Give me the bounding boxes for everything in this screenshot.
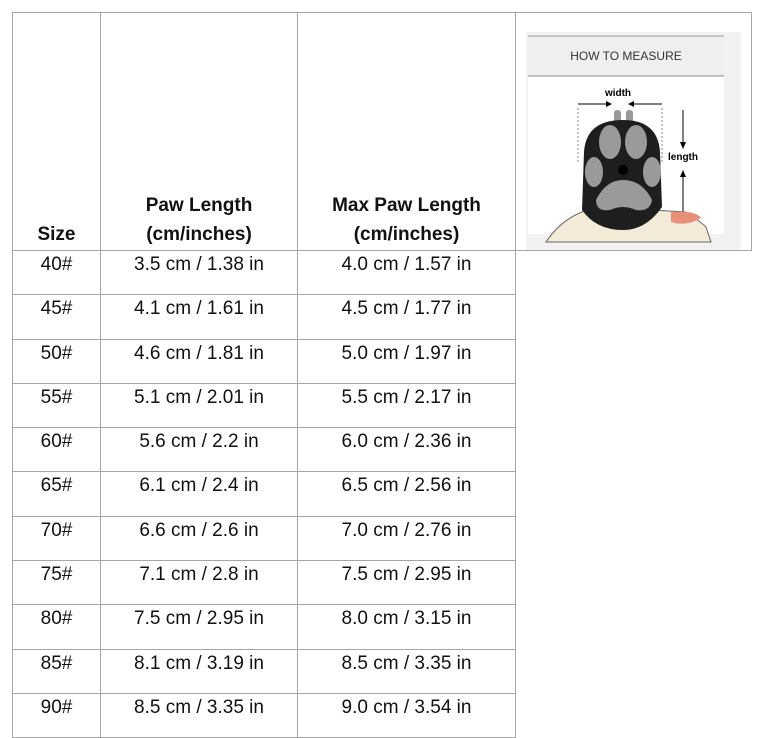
max-paw-length-cell: 6.5 cm / 2.56 in [297, 471, 516, 517]
paw-length-cell: 6.1 cm / 2.4 in [100, 471, 298, 517]
table-row: 90# 8.5 cm / 3.35 in 9.0 cm / 3.54 in [12, 692, 752, 738]
header-row: Size Paw Length (cm/inches) Max Paw Lengt… [12, 12, 752, 251]
paw-length-cell: 8.1 cm / 3.19 in [100, 648, 298, 694]
table-row: 85# 8.1 cm / 3.19 in 8.5 cm / 3.35 in [12, 648, 752, 694]
size-cell: 50# [12, 338, 101, 384]
table-row: 55# 5.1 cm / 2.01 in 5.5 cm / 2.17 in [12, 382, 752, 429]
table-row: 65# 6.1 cm / 2.4 in 6.5 cm / 2.56 in [12, 471, 752, 517]
max-paw-length-cell: 4.5 cm / 1.77 in [297, 294, 516, 340]
length-label: length [668, 152, 698, 163]
table-row: 75# 7.1 cm / 2.8 in 7.5 cm / 2.95 in [12, 560, 752, 606]
paw-length-cell: 8.5 cm / 3.35 in [100, 692, 298, 738]
size-cell: 65# [12, 471, 101, 517]
max-paw-length-cell: 5.5 cm / 2.17 in [297, 382, 516, 429]
header-paw-length: Paw Length (cm/inches) [100, 12, 298, 251]
table-row: 70# 6.6 cm / 2.6 in 7.0 cm / 2.76 in [12, 515, 752, 562]
table-row: 60# 5.6 cm / 2.2 in 6.0 cm / 2.36 in [12, 427, 752, 473]
header-size: Size [12, 12, 101, 251]
header-line: Max Paw Length [332, 195, 481, 216]
size-cell: 55# [12, 382, 101, 429]
max-paw-length-cell: 5.0 cm / 1.97 in [297, 338, 516, 384]
header-max-paw-length: Max Paw Length (cm/inches) [297, 12, 516, 251]
measure-title: HOW TO MEASURE [570, 49, 682, 63]
size-cell: 75# [12, 560, 101, 606]
how-to-measure-image: HOW TO MEASURE width length [526, 32, 741, 250]
size-cell: 70# [12, 515, 101, 562]
paw-measure-icon: HOW TO MEASURE width length [528, 35, 724, 243]
paw-length-cell: 3.5 cm / 1.38 in [100, 249, 298, 296]
table-row: 45# 4.1 cm / 1.61 in 4.5 cm / 1.77 in [12, 294, 752, 340]
size-cell: 40# [12, 249, 101, 296]
paw-length-cell: 4.6 cm / 1.81 in [100, 338, 298, 384]
max-paw-length-cell: 4.0 cm / 1.57 in [297, 249, 516, 296]
paw-length-cell: 4.1 cm / 1.61 in [100, 294, 298, 340]
max-paw-length-cell: 7.5 cm / 2.95 in [297, 560, 516, 606]
table-row: 80# 7.5 cm / 2.95 in 8.0 cm / 3.15 in [12, 604, 752, 650]
paw-length-cell: 5.1 cm / 2.01 in [100, 382, 298, 429]
header-size-text: Size [37, 224, 76, 245]
max-paw-length-cell: 8.5 cm / 3.35 in [297, 648, 516, 694]
size-cell: 90# [12, 692, 101, 738]
size-cell: 85# [12, 648, 101, 694]
size-chart-table: Size Paw Length (cm/inches) Max Paw Lengt… [12, 12, 752, 738]
paw-length-cell: 5.6 cm / 2.2 in [100, 427, 298, 473]
max-paw-length-cell: 7.0 cm / 2.76 in [297, 515, 516, 562]
table-row: 40# 3.5 cm / 1.38 in 4.0 cm / 1.57 in [12, 249, 752, 296]
size-cell: 45# [12, 294, 101, 340]
header-line: Paw Length [145, 195, 253, 216]
max-paw-length-cell: 6.0 cm / 2.36 in [297, 427, 516, 473]
max-paw-length-cell: 8.0 cm / 3.15 in [297, 604, 516, 650]
size-cell: 80# [12, 604, 101, 650]
paw-length-cell: 7.1 cm / 2.8 in [100, 560, 298, 606]
header-line: (cm/inches) [353, 224, 460, 245]
size-cell: 60# [12, 427, 101, 473]
max-paw-length-cell: 9.0 cm / 3.54 in [297, 692, 516, 738]
table-row: 50# 4.6 cm / 1.81 in 5.0 cm / 1.97 in [12, 338, 752, 384]
measure-image-cell: HOW TO MEASURE width length [515, 12, 752, 251]
paw-length-cell: 7.5 cm / 2.95 in [100, 604, 298, 650]
paw-length-cell: 6.6 cm / 2.6 in [100, 515, 298, 562]
header-line: (cm/inches) [146, 224, 252, 245]
width-label: width [604, 88, 631, 99]
